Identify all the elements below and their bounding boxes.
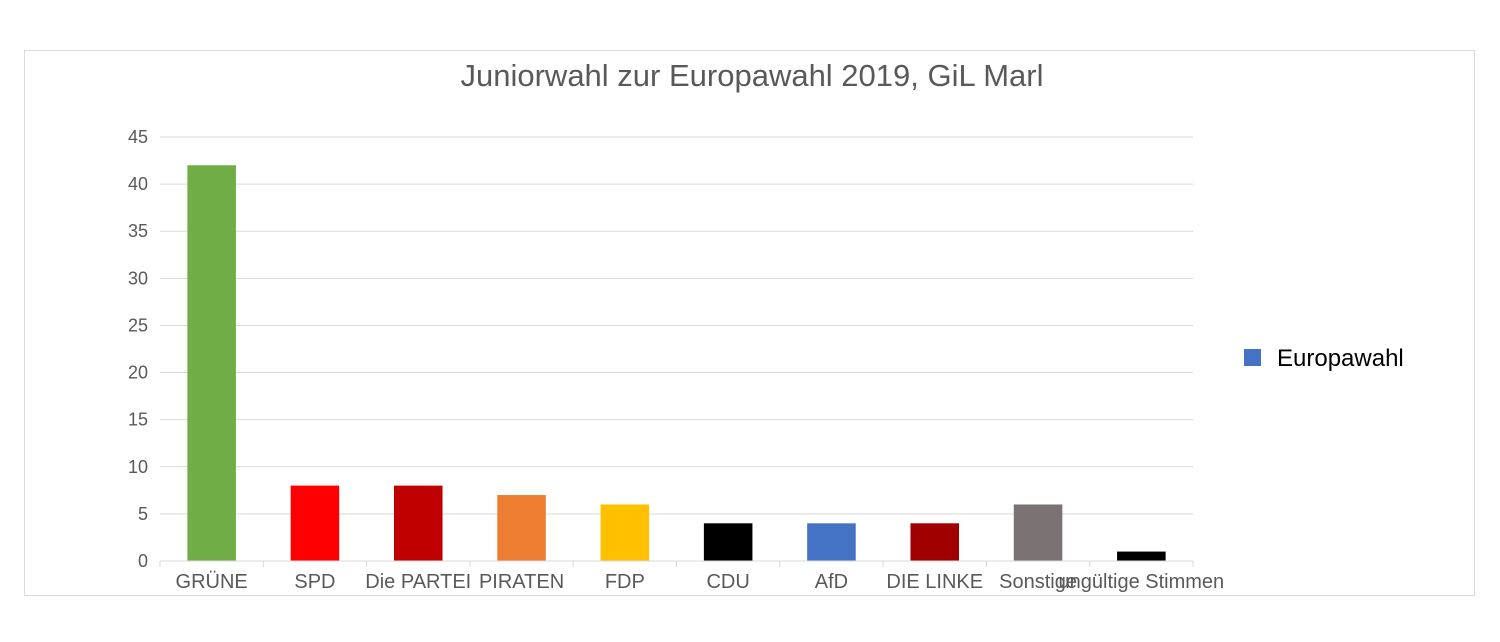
gridlines	[160, 136, 1193, 515]
x-tick-label: FDP	[605, 571, 645, 593]
x-tick-label: ungültige Stimmen	[1059, 571, 1225, 593]
y-tick-label: 20	[128, 363, 148, 383]
x-tick-label: CDU	[706, 571, 749, 593]
bar-0	[187, 165, 236, 561]
chart-frame	[24, 50, 1475, 596]
bar-9	[1117, 551, 1166, 561]
y-tick-label: 10	[128, 457, 148, 477]
y-tick-label: 5	[138, 504, 148, 524]
y-tick-label: 40	[128, 174, 148, 194]
x-tick-label: DIE LINKE	[886, 571, 983, 593]
chart-title: Juniorwahl zur Europawahl 2019, GiL Marl	[461, 58, 1044, 93]
x-tick-label: SPD	[294, 571, 335, 593]
x-tick-label: AfD	[815, 571, 848, 593]
x-tick-label: Die PARTEI	[365, 571, 471, 593]
x-tick-label: Sonstige	[999, 571, 1077, 593]
bar-2	[393, 485, 443, 561]
legend-label: Europawahl	[1277, 345, 1404, 372]
y-tick-label: 30	[128, 268, 148, 288]
y-tick-label: 45	[128, 127, 148, 147]
x-axis-ticks: GRÜNE SPD Die PARTEI PIRATEN FDP CDU AfD DIE LI…	[176, 571, 1225, 593]
bar-4	[600, 504, 650, 561]
x-tick-label: PIRATEN	[479, 571, 564, 593]
x-axis	[159, 560, 1194, 567]
bar-1	[290, 485, 340, 561]
y-tick-label: 35	[128, 221, 148, 241]
bar-3	[497, 495, 546, 561]
x-tick-label: GRÜNE	[176, 571, 248, 593]
bars	[187, 165, 1166, 561]
bar-8	[1013, 504, 1063, 561]
y-tick-label: 15	[128, 410, 148, 430]
legend: Europawahl	[1244, 345, 1404, 372]
bar-6	[807, 523, 856, 561]
legend-swatch	[1244, 349, 1261, 366]
y-tick-label: 25	[128, 315, 148, 335]
bar-5	[703, 523, 753, 561]
bar-7	[910, 523, 960, 561]
y-axis-ticks: 0 5 10 15 20 25 30 35 40 45	[128, 127, 148, 571]
y-tick-label: 0	[138, 551, 148, 571]
